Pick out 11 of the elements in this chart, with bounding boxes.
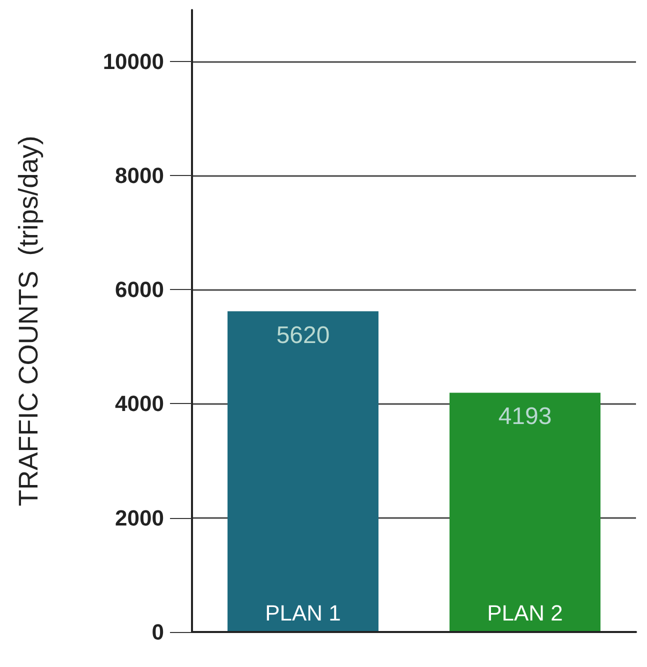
y-tick-label: 2000 <box>115 505 164 530</box>
x-tick-label: PLAN 2 <box>487 600 563 626</box>
x-tick-label: PLAN 1 <box>265 600 341 626</box>
data-label: 4193 <box>498 403 552 430</box>
y-tick-label: 4000 <box>115 391 164 416</box>
y-axis-title: TRAFFIC COUNTS (trips/day) <box>14 136 44 506</box>
data-label: 5620 <box>276 322 330 349</box>
y-tick-label: 10000 <box>102 48 164 74</box>
y-tick-label: 0 <box>152 620 164 644</box>
y-tick-label: 6000 <box>115 277 164 302</box>
y-tick-label: 8000 <box>115 162 164 188</box>
